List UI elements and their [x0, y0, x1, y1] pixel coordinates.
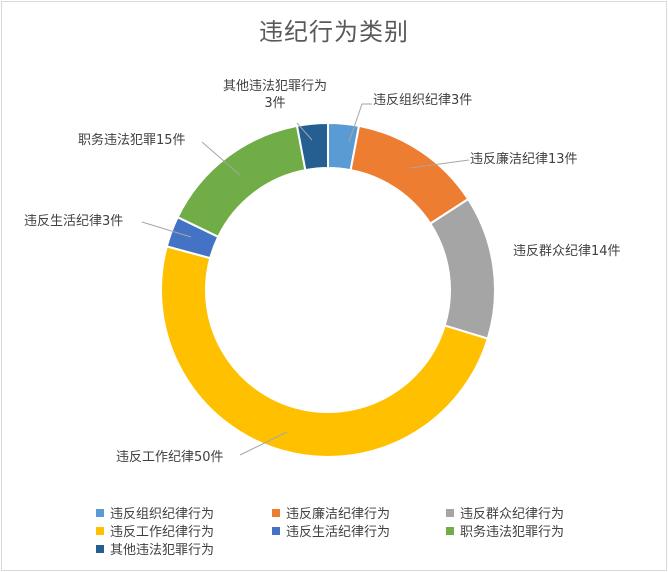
- legend-label: 违反群众纪律行为: [460, 507, 565, 522]
- leader-line: [348, 103, 372, 143]
- legend-item: 违反生活纪律行为: [272, 521, 390, 540]
- legend-swatch: [446, 527, 454, 535]
- leader-line: [239, 431, 288, 456]
- legend-swatch: [96, 527, 104, 535]
- legend-item: 违反廉洁纪律行为: [272, 503, 390, 522]
- legend-swatch: [96, 509, 104, 517]
- leader-line: [409, 159, 470, 169]
- donut-slice: [176, 124, 307, 239]
- leader-line: [296, 122, 313, 141]
- data-label: 违反组织纪律3件: [373, 93, 472, 108]
- donut-slice: [160, 245, 490, 459]
- donut-slice: [428, 197, 496, 340]
- legend-swatch: [272, 527, 280, 535]
- legend-label: 职务违法犯罪行为: [460, 525, 565, 540]
- data-label: 违反群众纪律14件: [513, 244, 621, 259]
- legend-label: 违反工作纪律行为: [110, 525, 215, 540]
- legend-item: 职务违法犯罪行为: [446, 521, 564, 540]
- donut-slice: [295, 121, 329, 172]
- legend-label: 违反组织纪律行为: [110, 507, 215, 522]
- legend-swatch: [96, 545, 104, 553]
- legend-item: 其他违法犯罪行为: [96, 539, 214, 558]
- data-label: 违反工作纪律50件: [116, 450, 224, 465]
- legend-item: 违反工作纪律行为: [96, 521, 214, 540]
- legend-label: 违反生活纪律行为: [286, 525, 391, 540]
- data-label: 违反廉洁纪律13件: [470, 151, 578, 167]
- chart-title: 违纪行为类别: [259, 18, 409, 46]
- leader-line: [141, 221, 192, 238]
- legend-label: 违反廉洁纪律行为: [286, 507, 391, 522]
- leader-line: [201, 141, 241, 176]
- legend-item: 违反群众纪律行为: [446, 503, 564, 522]
- donut-slice: [349, 124, 470, 225]
- legend-label: 其他违法犯罪行为: [110, 543, 215, 558]
- data-label: 职务违法犯罪15件: [78, 132, 186, 148]
- legend-swatch: [272, 509, 280, 517]
- legend-item: 违反组织纪律行为: [96, 503, 214, 522]
- legend-swatch: [446, 509, 454, 517]
- data-label: 违反生活纪律3件: [24, 214, 123, 229]
- data-label: 其他违法犯罪行为 3件: [223, 79, 327, 111]
